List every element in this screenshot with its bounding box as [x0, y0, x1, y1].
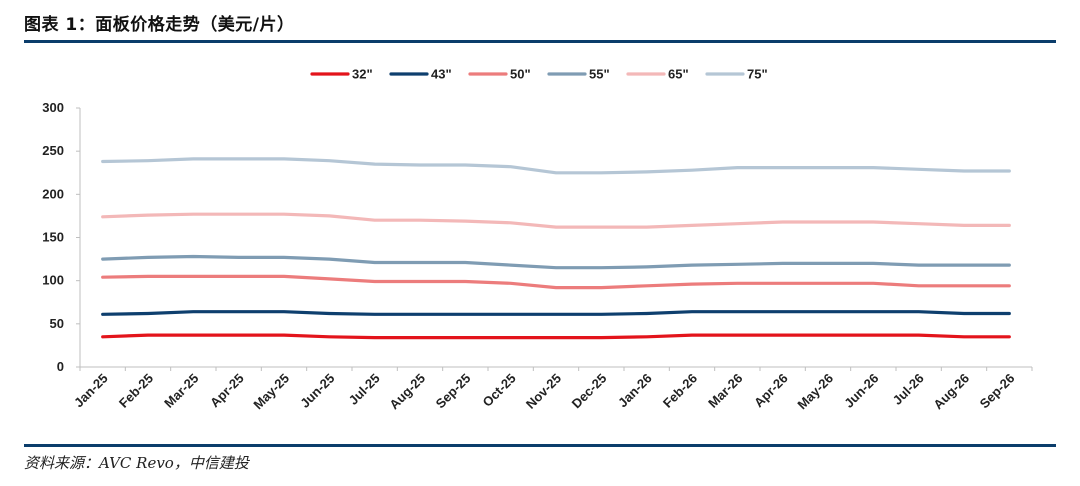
x-tick-label: May-26 [794, 371, 836, 413]
x-tick-label: Aug-25 [386, 371, 428, 413]
x-tick-label: Jan-25 [71, 371, 111, 411]
series-lines [101, 157, 1011, 340]
x-tick-label: May-25 [250, 371, 292, 413]
x-tick-label: Feb-25 [116, 371, 156, 411]
legend-label: 75" [747, 67, 768, 82]
y-ticks: 0 50 100 150 200 250 300 [42, 100, 80, 374]
x-tick-label: Jan-26 [615, 371, 655, 411]
x-tick-label: Sep-26 [977, 371, 1018, 412]
x-tick-label: Oct-25 [480, 371, 519, 410]
series-line-4 [101, 254, 1011, 270]
legend-label: 65" [668, 67, 689, 82]
x-tick-label: Aug-26 [930, 371, 972, 413]
y-tick-label: 0 [57, 359, 64, 374]
line-chart: 32" 43" 50" 55" 65" 75" 0 50 100 150 200 250 300 Ja… [42, 67, 1033, 413]
bottom-rule [24, 444, 1056, 447]
x-tick-label: Mar-26 [705, 371, 745, 411]
source-note: 资料来源：AVC Revo，中信建投 [24, 454, 249, 472]
x-tick-label: Jun-25 [297, 371, 337, 411]
series-line-1 [101, 333, 1011, 340]
top-rule [24, 40, 1056, 43]
series-line-6 [101, 157, 1011, 175]
series-line-2 [101, 310, 1011, 316]
x-tick-label: Jun-26 [841, 371, 881, 411]
y-tick-label: 100 [42, 273, 64, 288]
x-tick-label: Mar-25 [161, 371, 201, 411]
legend-label: 43" [431, 67, 452, 82]
y-tick-label: 300 [42, 100, 64, 115]
y-tick-label: 150 [42, 230, 64, 245]
x-tick-label: Feb-26 [660, 371, 700, 411]
series-line-5 [101, 212, 1011, 229]
y-tick-label: 200 [42, 186, 64, 201]
legend-label: 55" [589, 67, 610, 82]
x-tick-label: Apr-25 [207, 371, 247, 411]
x-tick-label: Jul-26 [890, 371, 927, 408]
legend-label: 32" [352, 67, 373, 82]
x-tick-label: Sep-25 [433, 371, 474, 412]
x-ticks: Jan-25 Feb-25 Mar-25 Apr-25 May-25 Jun-25 Jul-… [71, 367, 1033, 413]
legend: 32" 43" 50" 55" 65" 75" [310, 67, 768, 82]
x-tick-label: Jul-25 [346, 371, 383, 408]
y-tick-label: 50 [50, 316, 64, 331]
x-tick-label: Apr-26 [751, 371, 791, 411]
x-tick-label: Nov-25 [523, 371, 564, 412]
x-tick-label: Dec-25 [569, 371, 610, 412]
series-line-3 [101, 274, 1011, 290]
figure-title: 图表 1：面板价格走势（美元/片） [24, 15, 295, 35]
legend-label: 50" [510, 67, 531, 82]
y-tick-label: 250 [42, 143, 64, 158]
